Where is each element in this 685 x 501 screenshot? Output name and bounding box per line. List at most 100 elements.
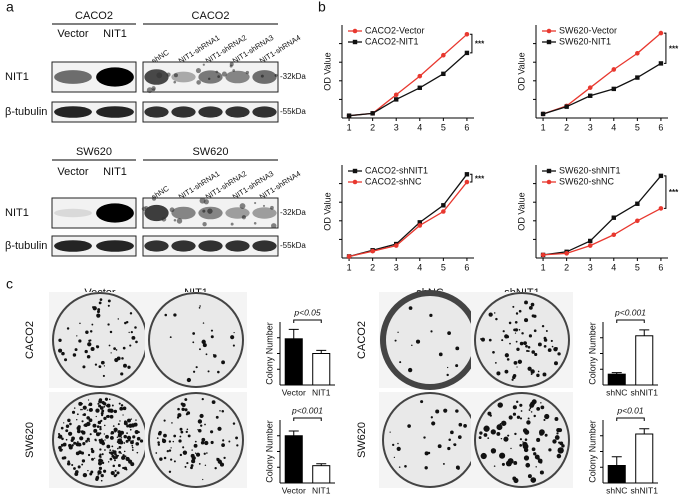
colony — [508, 415, 513, 420]
colony — [110, 430, 115, 435]
colony — [515, 312, 519, 315]
blot-band — [171, 240, 196, 252]
colony — [514, 332, 517, 334]
error-bar — [316, 463, 327, 466]
colony — [136, 436, 141, 441]
colony — [99, 427, 102, 431]
blot-speck — [152, 88, 156, 92]
colony — [116, 447, 119, 450]
colony — [168, 449, 172, 452]
blot-band — [198, 106, 223, 118]
colony — [97, 402, 100, 405]
colony — [198, 462, 201, 465]
colony — [77, 465, 81, 469]
colony — [210, 430, 214, 434]
blot-speck — [207, 208, 213, 214]
colony — [68, 443, 72, 448]
colony — [513, 360, 518, 365]
annotation: *** — [475, 174, 485, 183]
colony — [87, 399, 90, 401]
blot-speck — [229, 64, 233, 68]
bar — [312, 353, 331, 386]
blot-band — [96, 67, 134, 87]
colony — [116, 471, 120, 475]
colony — [80, 408, 82, 411]
colony — [203, 452, 206, 455]
colony — [483, 425, 490, 432]
colony — [539, 460, 543, 464]
colony — [73, 467, 76, 470]
colony — [541, 324, 545, 328]
point — [564, 104, 569, 109]
annotation: *** — [475, 40, 485, 49]
colony — [435, 409, 440, 414]
colony — [157, 441, 160, 444]
colony — [92, 423, 97, 428]
point — [587, 243, 593, 248]
blot-speck — [271, 223, 277, 229]
colony — [512, 305, 515, 308]
x-tick-label: 6 — [464, 122, 469, 132]
point — [464, 172, 470, 177]
colony — [522, 428, 528, 433]
panel-label: b — [318, 0, 326, 15]
colony — [123, 363, 127, 368]
colony — [125, 320, 129, 324]
colony — [528, 334, 533, 338]
colony — [533, 414, 536, 418]
legend-label: SW620-NIT1 — [559, 36, 611, 46]
colony — [446, 366, 449, 369]
colony — [512, 405, 517, 410]
colony — [198, 428, 202, 433]
colony — [99, 298, 103, 301]
colony — [430, 416, 433, 419]
colony — [107, 299, 111, 303]
colony — [177, 407, 180, 411]
colony — [99, 425, 102, 429]
colony — [97, 310, 100, 314]
blot-band — [54, 208, 92, 218]
colony — [112, 464, 116, 468]
colony — [88, 408, 93, 412]
x-tick-label: 4 — [417, 122, 422, 132]
colony — [423, 436, 426, 439]
colony — [184, 408, 188, 412]
colony — [110, 470, 115, 476]
colony — [494, 361, 497, 364]
annotation: p<0.001 — [291, 405, 323, 415]
colony — [181, 407, 185, 411]
blot-band — [198, 206, 223, 220]
point — [658, 30, 664, 36]
colony — [113, 409, 118, 414]
colony — [67, 418, 71, 423]
colony — [58, 348, 63, 353]
row-label: NIT1 — [5, 207, 29, 219]
colony — [531, 350, 536, 354]
colony — [95, 408, 100, 413]
colony — [504, 334, 509, 339]
colony — [61, 351, 65, 356]
blot-speck — [156, 72, 163, 79]
colony — [210, 335, 214, 339]
blot-speck — [176, 218, 183, 224]
colony — [96, 313, 101, 318]
colony — [424, 466, 428, 470]
blot-speck — [202, 209, 206, 213]
blot-speck — [245, 70, 250, 75]
colony — [82, 365, 86, 369]
x-tick-label: 3 — [588, 262, 593, 272]
colony — [97, 420, 102, 425]
colony — [81, 420, 84, 423]
colony — [221, 410, 225, 413]
colony — [105, 434, 109, 439]
colony — [450, 430, 454, 435]
colony — [202, 322, 205, 324]
marker-label: -32kDa — [280, 208, 306, 217]
colony — [223, 456, 226, 460]
colony — [57, 432, 61, 436]
colony — [200, 424, 203, 427]
legend-label: CACO2-NIT1 — [365, 36, 419, 46]
colony — [59, 448, 63, 452]
error-bar — [316, 349, 327, 354]
annotation: *** — [669, 44, 679, 53]
